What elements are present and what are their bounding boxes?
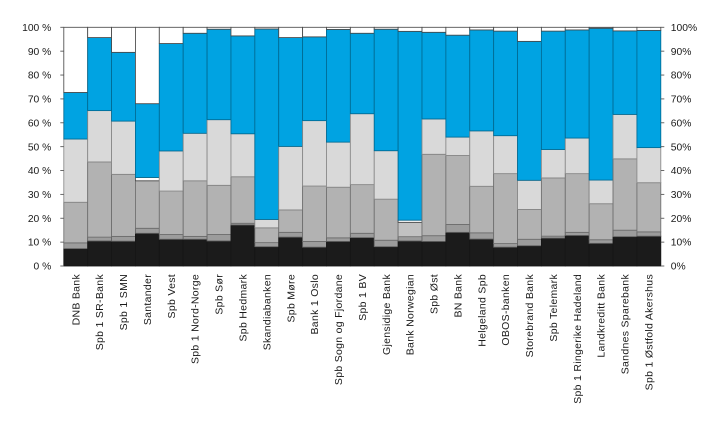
svg-text:50 %: 50 % (28, 142, 51, 153)
svg-text:Spb Møre: Spb Møre (285, 274, 297, 323)
svg-text:Helgeland Spb: Helgeland Spb (476, 274, 488, 347)
svg-text:60 %: 60 % (28, 118, 51, 129)
svg-text:Spb 1 Østfold Akershus: Spb 1 Østfold Akershus (643, 274, 655, 390)
svg-text:100%: 100% (671, 23, 697, 34)
svg-text:Bank 1 Oslo: Bank 1 Oslo (309, 274, 321, 335)
svg-text:Storebrand Bank: Storebrand Bank (524, 274, 536, 358)
svg-text:Spb Telemark: Spb Telemark (548, 274, 560, 342)
svg-text:0%: 0% (671, 262, 686, 273)
svg-text:10%: 10% (671, 238, 692, 249)
svg-text:Spb 1 Ringerike Hadeland: Spb 1 Ringerike Hadeland (572, 274, 584, 404)
svg-text:20%: 20% (671, 214, 692, 225)
svg-text:10 %: 10 % (28, 238, 51, 249)
svg-text:Gjensidige Bank: Gjensidige Bank (381, 274, 393, 355)
svg-text:OBOS-banken: OBOS-banken (500, 274, 512, 346)
svg-text:20 %: 20 % (28, 214, 51, 225)
svg-text:30%: 30% (671, 190, 692, 201)
svg-text:100 %: 100 % (22, 23, 51, 34)
svg-text:DNB Bank: DNB Bank (70, 274, 82, 326)
svg-text:70 %: 70 % (28, 95, 51, 106)
svg-text:Spb Øst: Spb Øst (429, 274, 441, 314)
svg-text:Spb Vest: Spb Vest (166, 274, 178, 318)
svg-text:0 %: 0 % (34, 262, 52, 273)
svg-text:Bank Norwegian: Bank Norwegian (405, 274, 417, 355)
svg-text:BN Bank: BN Bank (452, 274, 464, 318)
svg-text:90 %: 90 % (28, 47, 51, 58)
svg-text:Spb Sogn og Fjordane: Spb Sogn og Fjordane (333, 274, 345, 385)
svg-text:40 %: 40 % (28, 166, 51, 177)
svg-text:40%: 40% (671, 166, 692, 177)
svg-text:Spb 1 Nord-Norge: Spb 1 Nord-Norge (190, 274, 202, 364)
svg-text:Santander: Santander (142, 274, 154, 325)
svg-text:Sandnes Sparebank: Sandnes Sparebank (620, 274, 632, 375)
svg-text:Spb 1 BV: Spb 1 BV (357, 274, 369, 321)
svg-text:50%: 50% (671, 142, 692, 153)
svg-text:30 %: 30 % (28, 190, 51, 201)
svg-text:Spb 1 SMN: Spb 1 SMN (118, 274, 130, 330)
svg-text:Spb 1 SR-Bank: Spb 1 SR-Bank (94, 274, 106, 351)
svg-text:60%: 60% (671, 118, 692, 129)
svg-text:Spb Hedmark: Spb Hedmark (238, 274, 250, 342)
svg-text:Landkreditt Bank: Landkreditt Bank (596, 274, 608, 358)
svg-text:80%: 80% (671, 71, 692, 82)
svg-text:80 %: 80 % (28, 71, 51, 82)
svg-text:Skandiabanken: Skandiabanken (261, 274, 273, 350)
svg-text:70%: 70% (671, 95, 692, 106)
svg-text:90%: 90% (671, 47, 692, 58)
svg-text:Spb Sør: Spb Sør (214, 274, 226, 315)
